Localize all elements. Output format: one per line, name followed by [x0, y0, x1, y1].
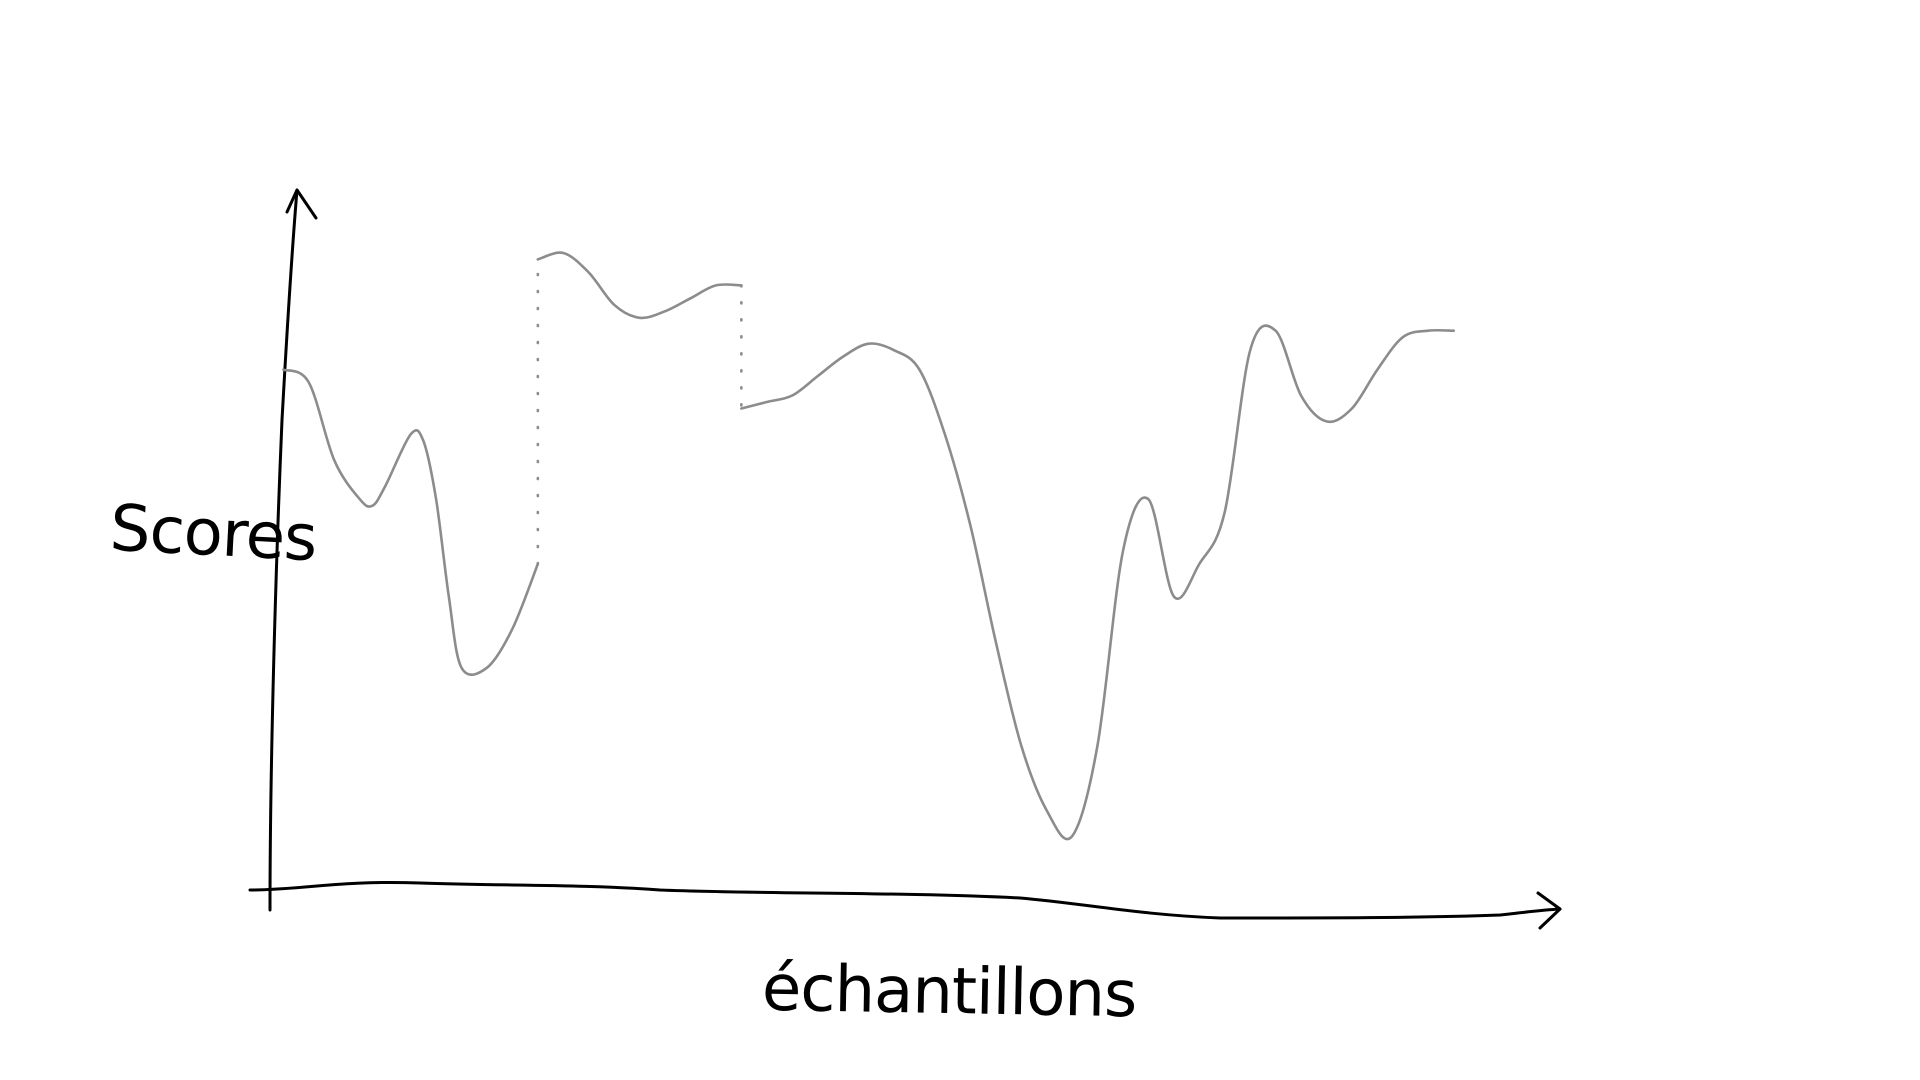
series-line-first	[282, 368, 540, 676]
y-axis-arrowhead	[285, 188, 318, 220]
x-axis-line	[248, 880, 1562, 920]
y-axis-line	[268, 188, 299, 912]
x-axis-label: échantillons	[761, 951, 1138, 1033]
y-axis-label: Scores	[108, 491, 319, 577]
series-line-last	[740, 324, 1455, 841]
x-axis-arrowhead	[1536, 891, 1562, 930]
chart-marks	[282, 251, 1455, 841]
series-line-raised	[536, 251, 743, 320]
